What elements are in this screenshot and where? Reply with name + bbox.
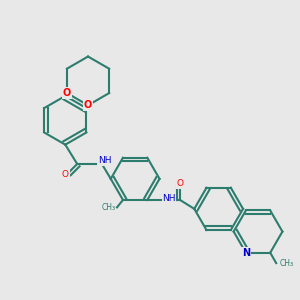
Text: O: O (62, 170, 69, 179)
Text: CH₃: CH₃ (101, 203, 116, 212)
Text: O: O (84, 100, 92, 110)
Text: N: N (242, 248, 250, 258)
Text: NH: NH (98, 157, 112, 166)
Text: NH: NH (162, 194, 176, 203)
Text: CH₃: CH₃ (279, 259, 293, 268)
Text: O: O (176, 179, 184, 188)
Text: O: O (63, 88, 71, 98)
